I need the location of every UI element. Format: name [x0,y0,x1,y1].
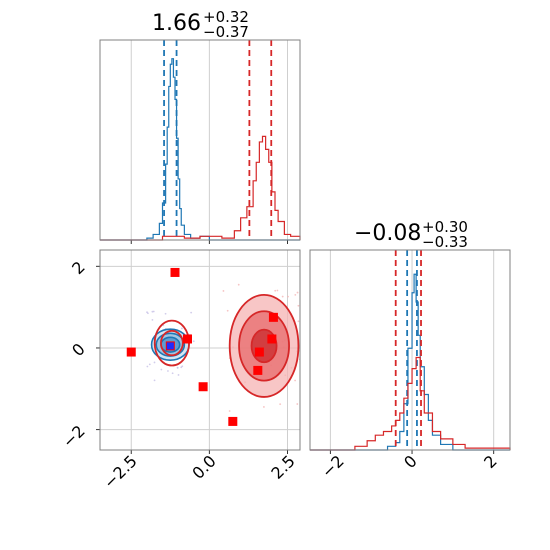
scatter-frame [99,249,301,451]
sample-dot [237,283,240,286]
sample-dot [153,361,156,364]
sample-dot [181,327,183,330]
sample-dot [297,304,300,307]
contour-level-1-0 [160,329,184,357]
sample-dot [176,366,179,369]
hist-y-title-main: −0.08 [354,221,421,246]
scatter-panel [96,250,305,454]
sample-dot [226,309,229,312]
sample-dot [160,368,163,371]
red-square-marker [170,267,180,277]
sample-dot [279,403,282,406]
sample-dot [222,290,225,292]
hist-y-frame [309,249,511,451]
sample-dot [281,295,284,298]
sample-dot [303,382,305,384]
hist-x-series-0 [100,58,300,241]
hist-x-title-sub: −0.37 [203,23,249,41]
sample-dot [263,406,265,408]
hist-x-series-1 [100,135,301,241]
hist-x-title-main: 1.66 [152,11,201,36]
sample-dot [152,310,155,313]
sample-dot [276,289,279,292]
hist-y-xtick-label: 0 [400,451,421,472]
sample-dot [287,295,289,298]
sample-dot [296,403,299,405]
sample-dot [146,365,149,368]
hist-y-series-1 [310,356,511,451]
red-square-marker [253,365,263,375]
red-square-marker [254,347,264,357]
hist-x-title: 1.66 +0.32 −0.37 [152,8,249,41]
red-square-marker [228,416,238,426]
scatter-xtick-label: −2.5 [100,451,141,492]
hist-y-xtick-labels: −2 0 2 [318,451,501,481]
hist-y-title-sub: −0.33 [422,233,468,251]
sample-dot [294,294,297,296]
hist-y-title: −0.08 +0.30 −0.33 [354,218,468,251]
sample-dot [171,372,174,375]
sample-dot [167,370,169,372]
sample-dot [228,410,231,412]
sample-dot [151,310,154,313]
red-square-marker [183,334,192,344]
sample-dot [297,320,300,323]
hist-x-frame [99,39,301,241]
sample-dot [177,374,180,376]
sample-dot [192,340,195,343]
scatter-xtick-label: 0.0 [188,451,219,482]
hist-x-title-sup: +0.32 [203,8,249,26]
red-square-marker [267,334,277,344]
scatter-ytick-label: −2 [59,421,89,451]
sample-dot [296,291,299,294]
scatter-ytick-label: 2 [68,257,89,278]
red-square-marker [198,382,208,392]
hist-y-title-sup: +0.30 [422,218,468,236]
sample-dot [151,318,154,321]
scatter-ytick-label: 0 [68,339,89,360]
sample-dot [190,311,193,314]
hist-x-panel [100,40,301,244]
blue-square-marker [166,342,174,350]
sample-dot [274,289,277,292]
red-square-marker [268,312,278,322]
hist-y-xtick-label: 2 [480,451,501,472]
hist-y-panel [310,250,511,454]
scatter-ytick-labels: 2 0 −2 [59,257,89,451]
sample-dot [294,379,297,382]
hist-y-series-0 [310,273,510,451]
red-square-marker [126,347,136,357]
sample-dot [164,312,167,315]
sample-dot [153,379,156,382]
sample-dot [148,363,151,366]
hist-y-xtick-label: −2 [318,451,348,481]
sample-dot [180,366,183,369]
scatter-xtick-labels: −2.5 0.0 2.5 [100,451,299,492]
scatter-xtick-label: 2.5 [267,451,298,482]
sample-dot [147,312,149,315]
